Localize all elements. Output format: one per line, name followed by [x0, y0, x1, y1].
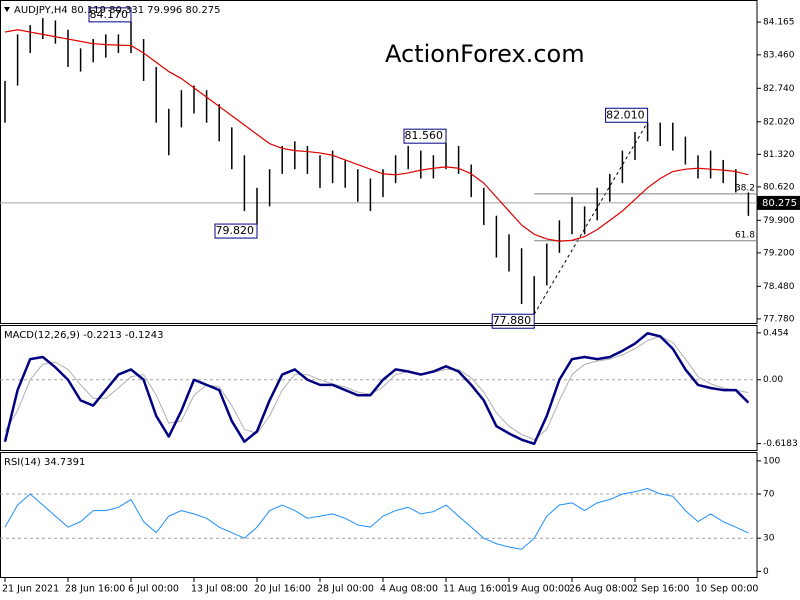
y-tick-label: 0 — [763, 567, 769, 577]
y-tick-label: 70 — [763, 490, 775, 500]
y-tick-label: 77.780 — [763, 314, 795, 324]
fib-label: 61.8 — [735, 230, 755, 240]
x-tick-label: 11 Aug 16:00 — [443, 584, 507, 595]
y-tick-label: 100 — [763, 456, 780, 466]
y-tick-label: 79.900 — [763, 216, 795, 226]
x-tick-label: 13 Jul 08:00 — [191, 584, 248, 595]
fib-label: 38.2 — [735, 183, 755, 193]
indicator-line — [3, 332, 750, 446]
panel-title: MACD(12,26,9) -0.2213 -0.1243 — [4, 330, 164, 341]
panel-frame — [0, 0, 758, 324]
x-tick-label: 28 Jun 16:00 — [65, 584, 125, 595]
y-tick-label: -0.6183 — [763, 439, 798, 449]
x-tick-label: 6 Jul 00:00 — [128, 584, 179, 595]
y-tick-label: 84.165 — [763, 18, 795, 28]
annotation-label: 79.820 — [216, 224, 255, 237]
annotation-label: 82.010 — [606, 108, 645, 121]
y-tick-label: 30 — [763, 534, 775, 544]
annotation-box — [88, 7, 132, 23]
y-tick-label: 78.480 — [763, 282, 795, 292]
x-tick-label: 19 Aug 00:00 — [506, 584, 570, 595]
annotation-label: 77.880 — [493, 314, 532, 327]
x-tick-label: 2 Sep 16:00 — [632, 584, 689, 595]
y-tick-label: 0.454 — [763, 328, 789, 338]
panel-frame — [0, 452, 758, 578]
moving-average — [4, 29, 749, 242]
last-price-label: 80.275 — [762, 198, 797, 209]
annotation-label: 81.560 — [405, 129, 444, 142]
x-tick-label: 4 Aug 08:00 — [380, 584, 438, 595]
x-tick-label: 10 Sep 00:00 — [695, 584, 758, 595]
y-tick-label: 79.200 — [763, 248, 795, 258]
trend-line — [533, 122, 649, 315]
x-tick-label: 21 Jun 2021 — [2, 584, 59, 595]
y-tick-label: 82.740 — [763, 84, 795, 94]
y-tick-label: 82.020 — [763, 117, 795, 127]
watermark: ActionForex.com — [385, 40, 585, 68]
x-tick-label: 28 Jul 00:00 — [317, 584, 374, 595]
annotation-box — [214, 223, 258, 239]
y-tick-label: 81.320 — [763, 150, 795, 160]
last-price-tag — [757, 195, 800, 210]
panel-frame — [0, 325, 758, 451]
y-tick-label: 80.620 — [763, 182, 795, 192]
panel-title: AUDJPY,H4 80.119 80.331 79.996 80.275 — [14, 5, 220, 16]
y-tick-label: 0.00 — [763, 375, 783, 385]
annotation-box — [403, 128, 447, 144]
y-tick-label: 83.460 — [763, 50, 795, 60]
annotation-label: 84.170 — [90, 8, 129, 21]
panel-title: RSI(14) 34.7391 — [4, 457, 85, 468]
indicator-line — [4, 487, 749, 550]
x-tick-label: 20 Jul 16:00 — [254, 584, 311, 595]
annotation-box — [605, 107, 649, 123]
annotation-box — [491, 313, 535, 329]
x-tick-label: 26 Aug 08:00 — [569, 584, 633, 595]
indicator-line — [4, 335, 749, 441]
symbol-icon — [4, 7, 10, 12]
